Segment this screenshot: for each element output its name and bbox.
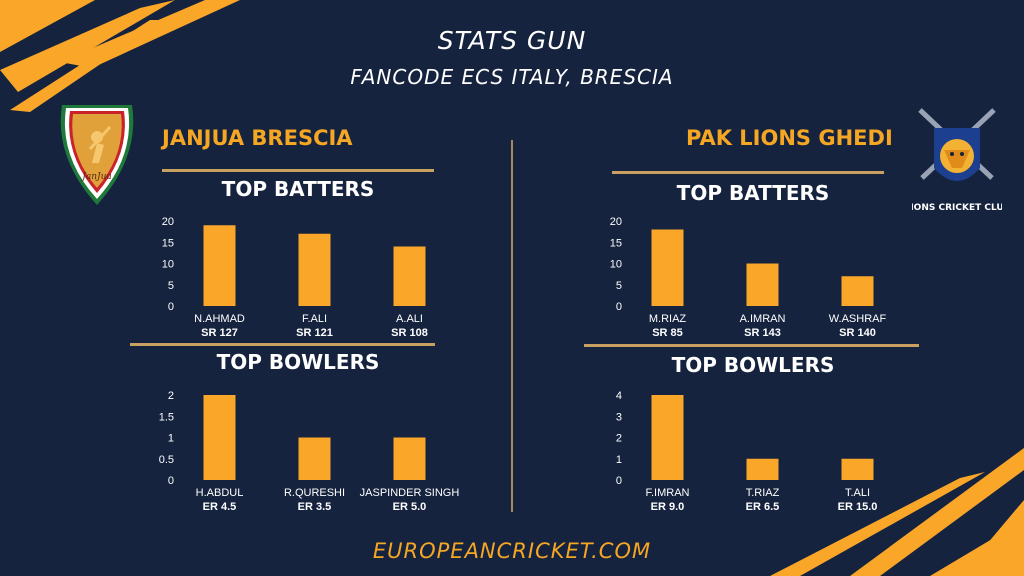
y-tick-label: 15 (610, 237, 622, 249)
x-tick-label: T.RIAZ (746, 487, 780, 499)
bar-sublabel: ER 5.0 (393, 501, 427, 513)
bar-sublabel: ER 6.5 (746, 501, 780, 513)
bar (393, 437, 426, 480)
bar (841, 276, 874, 306)
y-tick-label: 2 (168, 390, 174, 402)
bar-sublabel: ER 15.0 (838, 501, 878, 513)
right-team-divider (612, 171, 884, 174)
bar (393, 246, 426, 306)
x-tick-label: F.ALI (302, 313, 327, 325)
chart-left-batters: 0 5 10 15 20 N.AHMAD SR 127 F.ALI SR 121 A.ALI SR … (162, 216, 428, 339)
x-tick-label: R.QURESHI (284, 487, 345, 499)
bar (651, 395, 684, 480)
y-tick-label: 1 (168, 433, 174, 445)
streak-bottom-right-2 (850, 448, 1024, 576)
bar-sublabel: SR 108 (391, 327, 428, 339)
left-batters-title: TOP BATTERS (221, 177, 375, 201)
team-name-pak-lions-ghedi: PAK LIONS GHEDI (686, 126, 893, 150)
x-tick-label: N.AHMAD (194, 313, 245, 325)
bar-sublabel: ER 9.0 (651, 501, 685, 513)
bar-sublabel: SR 140 (839, 327, 876, 339)
bar (746, 263, 779, 306)
footer-website: EUROPEANCRICKET.COM (372, 539, 652, 563)
y-tick-label: 20 (162, 216, 174, 228)
right-section-divider (584, 344, 919, 347)
center-divider (511, 140, 513, 512)
bar (746, 458, 779, 480)
bar-sublabel: SR 85 (652, 327, 683, 339)
right-batters-title: TOP BATTERS (676, 181, 830, 205)
bar (841, 458, 874, 480)
y-tick-label: 3 (616, 411, 622, 423)
y-tick-label: 0 (168, 475, 174, 487)
bar-sublabel: SR 127 (201, 327, 238, 339)
chart-left-bowlers: 0 0.5 1 1.5 2 H.ABDUL ER 4.5 R.QURESHI ER 3.5 JAS… (159, 390, 460, 513)
y-tick-label: 10 (162, 259, 174, 271)
y-tick-label: 15 (162, 237, 174, 249)
x-tick-label: JASPINDER SINGH (360, 487, 460, 499)
x-tick-label: A.ALI (396, 313, 423, 325)
page-subtitle: FANCODE ECS ITALY, BRESCIA (350, 65, 674, 89)
bar (203, 225, 236, 306)
bar-sublabel: ER 3.5 (298, 501, 332, 513)
x-tick-label: T.ALI (845, 487, 870, 499)
left-team-divider (162, 169, 434, 172)
right-bowlers-title: TOP BOWLERS (671, 353, 835, 377)
y-tick-label: 1.5 (159, 411, 174, 423)
left-section-divider (130, 343, 435, 346)
pak-lions-ghedi-logo: IONS CRICKET CLU (912, 108, 1002, 213)
y-tick-label: 10 (610, 259, 622, 271)
left-bowlers-title: TOP BOWLERS (216, 350, 380, 374)
y-tick-label: 0.5 (159, 454, 174, 466)
x-tick-label: W.ASHRAF (829, 313, 887, 325)
janjua-brescia-logo: JanJua (60, 105, 134, 205)
streak-bottom-right-4 (960, 500, 1024, 576)
streak-top-left-1 (0, 0, 95, 52)
page-title: STATS GUN (437, 26, 587, 55)
y-tick-label: 0 (616, 301, 622, 313)
bar (298, 437, 331, 480)
pak-lions-logo-text: IONS CRICKET CLU (912, 203, 1002, 213)
bar-sublabel: SR 121 (296, 327, 333, 339)
y-tick-label: 20 (610, 216, 622, 228)
y-tick-label: 1 (616, 454, 622, 466)
bar (651, 229, 684, 306)
y-tick-label: 5 (616, 280, 622, 292)
bar (298, 233, 331, 306)
chart-right-batters: 0 5 10 15 20 M.RIAZ SR 85 A.IMRAN SR 143 W.ASHRAF… (610, 216, 887, 339)
janjua-logo-text: JanJua (80, 172, 112, 182)
x-tick-label: H.ABDUL (196, 487, 244, 499)
streak-top-left-2 (0, 0, 175, 92)
y-tick-label: 2 (616, 433, 622, 445)
y-tick-label: 5 (168, 280, 174, 292)
y-tick-label: 4 (616, 390, 622, 402)
x-tick-label: F.IMRAN (646, 487, 690, 499)
x-tick-label: M.RIAZ (649, 313, 687, 325)
chart-right-bowlers: 0 1 2 3 4 F.IMRAN ER 9.0 T.RIAZ ER 6.5 T.ALI ER 15… (616, 390, 878, 513)
x-tick-label: A.IMRAN (740, 313, 786, 325)
bar-sublabel: SR 143 (744, 327, 781, 339)
team-name-janjua-brescia: JANJUA BRESCIA (162, 126, 353, 150)
bar (203, 395, 236, 480)
y-tick-label: 0 (616, 475, 622, 487)
y-tick-label: 0 (168, 301, 174, 313)
streak-top-left-4 (10, 20, 165, 112)
bar-sublabel: ER 4.5 (203, 501, 237, 513)
streak-bottom-right-3 (770, 472, 985, 576)
